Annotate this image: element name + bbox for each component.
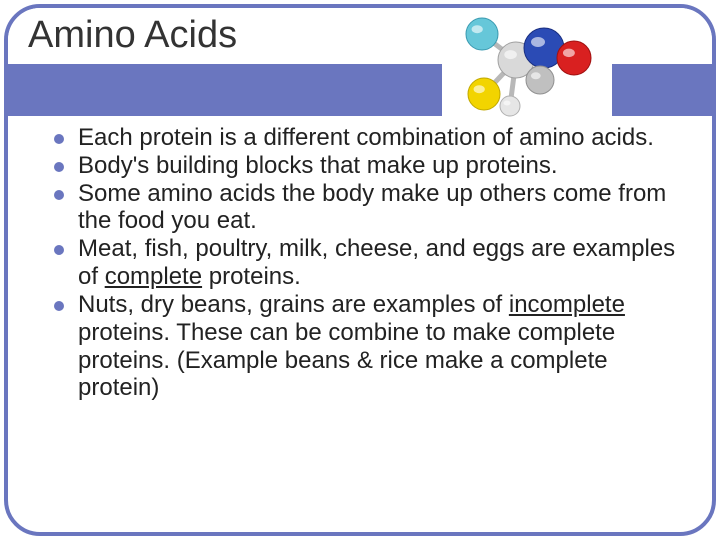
bullet-item: Nuts, dry beans, grains are examples of … bbox=[54, 291, 678, 402]
bullet-text: Nuts, dry beans, grains are examples of bbox=[78, 291, 509, 318]
molecule-image bbox=[442, 10, 612, 120]
bullet-text: incomplete bbox=[509, 291, 625, 318]
bullet-text: proteins. These can be combine to make c… bbox=[78, 319, 615, 402]
slide-content: Each protein is a different combination … bbox=[8, 116, 712, 402]
bullet-text: Body's building blocks that make up prot… bbox=[78, 152, 558, 179]
bullet-text: complete bbox=[105, 263, 202, 290]
bullet-text: Each protein is a different combination … bbox=[78, 124, 654, 151]
bullet-item: Body's building blocks that make up prot… bbox=[54, 152, 678, 180]
bullet-item: Meat, fish, poultry, milk, cheese, and e… bbox=[54, 235, 678, 291]
slide-frame: Amino Acids Each protein is a different … bbox=[4, 4, 716, 536]
bullet-text: proteins. bbox=[202, 263, 301, 290]
slide-header: Amino Acids bbox=[8, 8, 712, 116]
bullet-text: Some amino acids the body make up others… bbox=[78, 180, 666, 235]
bullet-list: Each protein is a different combination … bbox=[54, 124, 678, 402]
bullet-item: Each protein is a different combination … bbox=[54, 124, 678, 152]
molecule-icon bbox=[442, 10, 612, 120]
bullet-item: Some amino acids the body make up others… bbox=[54, 180, 678, 236]
